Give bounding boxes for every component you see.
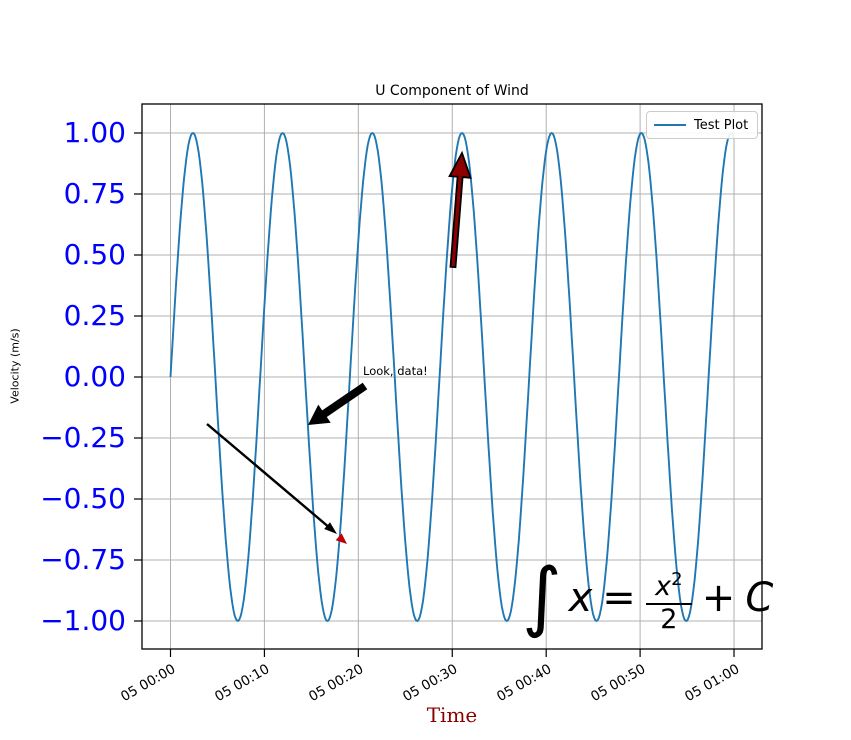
annotation-arrow-red-tip xyxy=(335,533,347,544)
annotation-look-data-text: Look, data! xyxy=(363,364,428,378)
math-formula-annotation: ∫ x = x2 2 + C xyxy=(522,556,778,640)
legend-label: Test Plot xyxy=(694,117,749,133)
formula-fraction: x2 2 xyxy=(645,566,692,635)
formula-lhs: x xyxy=(568,575,593,621)
y-tick-label: 0.75 xyxy=(63,177,126,210)
fraction-bar xyxy=(645,603,692,605)
annotation-arrow-red-vertical-arrow xyxy=(448,150,472,269)
y-tick-label: 0.25 xyxy=(63,299,126,332)
y-tick-label: −0.25 xyxy=(40,421,126,454)
chart-title: U Component of Wind xyxy=(375,83,529,99)
annotation-arrow-long-thin-arrow xyxy=(206,423,337,534)
y-tick-label: −0.50 xyxy=(40,482,126,515)
annotation-arrow-look-data xyxy=(308,382,368,425)
legend-line-sample xyxy=(654,124,686,126)
formula-constant: C xyxy=(745,575,774,621)
x-axis-label: Time xyxy=(426,703,478,727)
y-tick-label: 0.50 xyxy=(63,238,126,271)
fraction-numerator: x2 xyxy=(655,569,683,602)
integral-sign: ∫ xyxy=(522,551,562,640)
fraction-denominator: 2 xyxy=(660,604,678,635)
formula-plus: + xyxy=(701,575,736,621)
y-tick-label: −0.75 xyxy=(40,543,126,576)
formula-equals: = xyxy=(602,575,636,621)
legend: Test Plot xyxy=(646,111,758,139)
sine-curve xyxy=(169,132,735,622)
y-tick-label: 0.00 xyxy=(63,360,126,393)
y-tick-label: 1.00 xyxy=(63,116,126,149)
y-tick-label: −1.00 xyxy=(40,604,126,637)
